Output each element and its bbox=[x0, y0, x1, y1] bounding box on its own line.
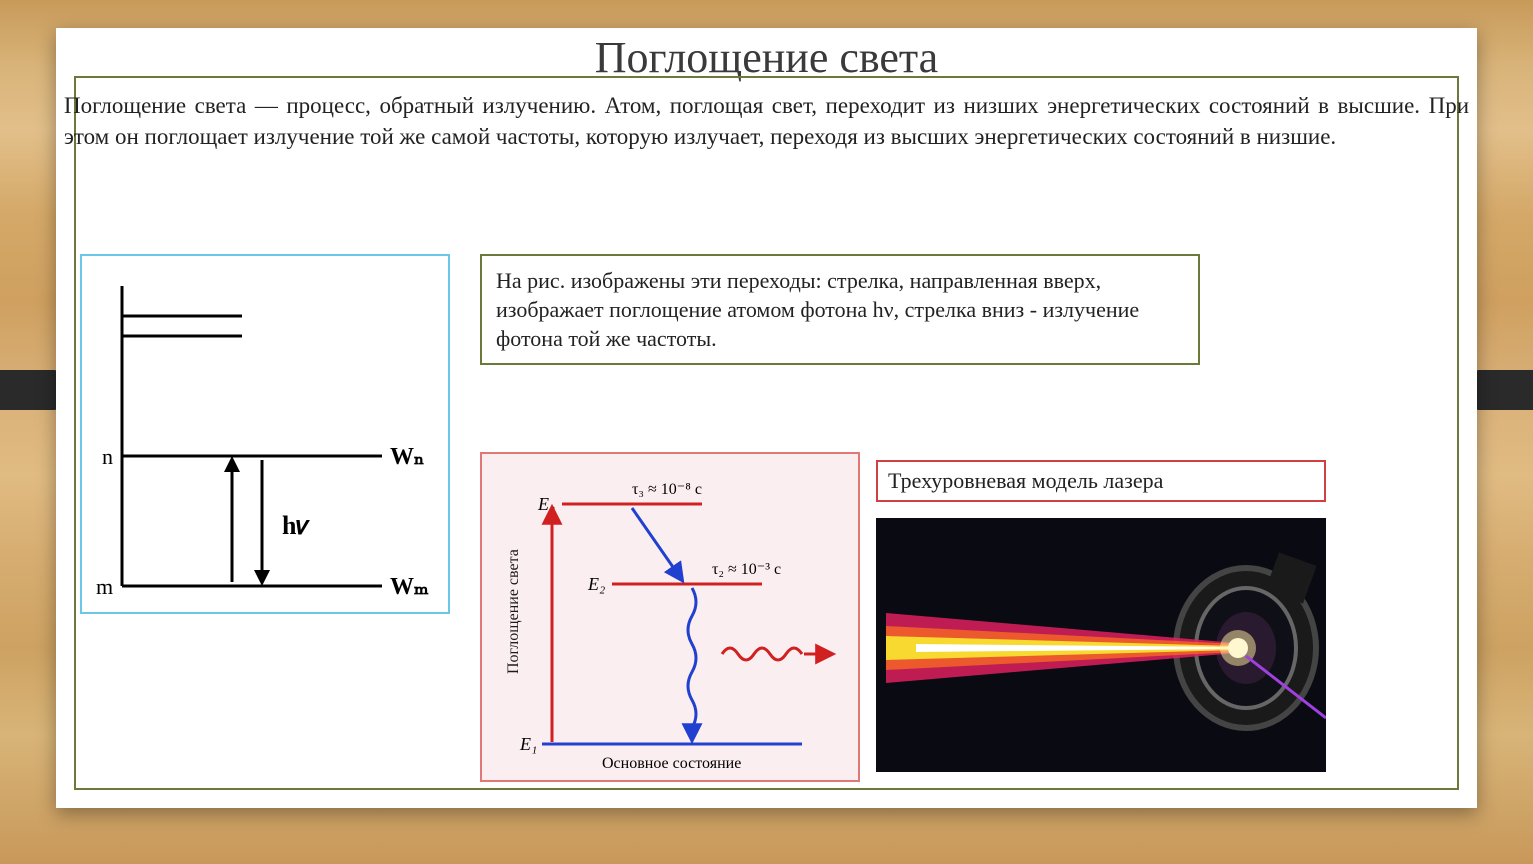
label-m: m bbox=[96, 574, 113, 599]
slide-title: Поглощение света bbox=[56, 28, 1477, 83]
slide: Поглощение света Поглощение света — проц… bbox=[56, 28, 1477, 808]
laser-diagram-svg: Поглощение света E₃ τ₃ ≈ 10⁻⁸ с E₂ τ₂ ≈ … bbox=[482, 454, 862, 784]
label-E2: E₂ bbox=[587, 574, 605, 594]
label-E1: E₁ bbox=[519, 734, 537, 754]
laser-photo bbox=[876, 518, 1326, 772]
slide-next-tab[interactable] bbox=[1473, 370, 1533, 410]
label-tau3: τ₃ ≈ 10⁻⁸ с bbox=[632, 481, 702, 498]
label-tau2: τ₂ ≈ 10⁻³ с bbox=[712, 561, 781, 578]
laser-diagram: Поглощение света E₃ τ₃ ≈ 10⁻⁸ с E₂ τ₂ ≈ … bbox=[480, 452, 860, 782]
laser-photo-svg bbox=[876, 518, 1326, 772]
slide-prev-tab[interactable] bbox=[0, 370, 60, 410]
label-Wn: Wₙ bbox=[390, 444, 424, 470]
laser-caption: Трехуровневая модель лазера bbox=[876, 460, 1326, 502]
label-Wm: Wₘ bbox=[390, 574, 429, 600]
label-n: n bbox=[102, 444, 113, 469]
energy-diagram: n Wₙ m Wₘ h𝜈 bbox=[80, 254, 450, 614]
description-box: На рис. изображены эти переходы: стрелка… bbox=[480, 254, 1200, 365]
label-hv: h𝜈 bbox=[282, 511, 310, 540]
intro-text: Поглощение света — процесс, обратный изл… bbox=[56, 90, 1477, 152]
ground-label: Основное состояние bbox=[602, 755, 741, 772]
absorb-label: Поглощение света bbox=[505, 549, 522, 674]
energy-diagram-svg: n Wₙ m Wₘ h𝜈 bbox=[82, 256, 452, 616]
